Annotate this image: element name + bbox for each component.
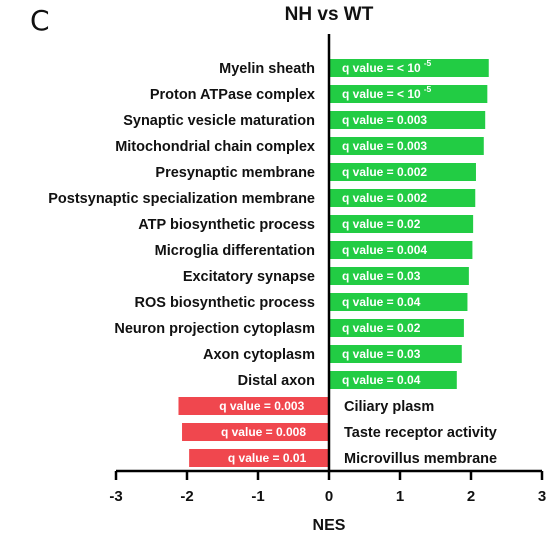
- category-label: Mitochondrial chain complex: [115, 139, 315, 155]
- category-label: Myelin sheath: [219, 61, 315, 77]
- category-labels: Myelin sheath Proton ATPase complex Synapt…: [48, 61, 497, 467]
- bar-15: [189, 449, 329, 467]
- q-value-label: q value = 0.008: [221, 425, 306, 439]
- x-axis: -3 -2 -1 0 1 2 3 NES: [109, 34, 546, 534]
- q-value-label: q value = 0.04: [342, 295, 421, 309]
- category-label: Microvillus membrane: [344, 451, 497, 467]
- x-tick-label: -1: [251, 488, 264, 505]
- bar-5: [330, 189, 476, 207]
- bar-8: [330, 267, 469, 285]
- q-value-label: q value = 0.02: [342, 321, 421, 335]
- bars-layer: q value = < 10 -5 q value = < 10 -5 q value …: [178, 58, 489, 467]
- q-value-label: q value = 0.003: [342, 113, 427, 127]
- bar-10: [330, 319, 464, 337]
- category-label: Neuron projection cytoplasm: [114, 321, 315, 337]
- bar-14: [182, 423, 329, 441]
- category-label: Axon cytoplasm: [203, 347, 315, 363]
- q-value-label: q value = 0.003: [342, 139, 427, 153]
- x-tick-label: 0: [325, 488, 333, 505]
- x-axis-title: NES: [313, 517, 346, 534]
- x-tick-label: 3: [538, 488, 546, 505]
- bar-4: [330, 163, 476, 181]
- bar-9: [330, 293, 468, 311]
- category-label: Postsynaptic specialization membrane: [48, 191, 315, 207]
- bar-7: [330, 241, 473, 259]
- category-label: Taste receptor activity: [344, 425, 497, 441]
- q-value-label: q value = 0.002: [342, 191, 427, 205]
- bar-0: [330, 59, 489, 77]
- category-label: Proton ATPase complex: [150, 87, 315, 103]
- bar-2: [330, 111, 486, 129]
- bar-13: [178, 397, 329, 415]
- bar-1: [330, 85, 488, 103]
- q-value-label: q value = 0.04: [342, 373, 421, 387]
- bar-12: [330, 371, 457, 389]
- category-label: Ciliary plasm: [344, 399, 434, 415]
- category-label: Excitatory synapse: [183, 269, 315, 285]
- panel-letter: C: [30, 4, 50, 37]
- q-value-label: q value = 0.004: [342, 243, 427, 257]
- bar-3: [330, 137, 484, 155]
- q-value-label: q value = 0.002: [342, 165, 427, 179]
- category-label: ATP biosynthetic process: [138, 217, 315, 233]
- x-tick-label: -3: [109, 488, 122, 505]
- x-tick-label: 2: [467, 488, 475, 505]
- category-label: Microglia differentation: [155, 243, 315, 259]
- category-label: Distal axon: [238, 373, 315, 389]
- q-value-label: q value = < 10 -5: [342, 58, 432, 75]
- q-value-label: q value = 0.01: [228, 451, 307, 465]
- chart-title: NH vs WT: [284, 4, 374, 25]
- bar-6: [330, 215, 474, 233]
- q-value-label: q value = 0.03: [342, 269, 421, 283]
- category-label: Presynaptic membrane: [155, 165, 315, 181]
- q-value-label: q value = 0.02: [342, 217, 421, 231]
- x-tick-label: -2: [180, 488, 193, 505]
- q-value-label: q value = 0.003: [219, 399, 304, 413]
- x-tick-label: 1: [396, 488, 404, 505]
- category-label: ROS biosynthetic process: [135, 295, 316, 311]
- bar-11: [330, 345, 462, 363]
- category-label: Synaptic vesicle maturation: [123, 113, 315, 129]
- q-value-label: q value = 0.03: [342, 347, 421, 361]
- q-value-label: q value = < 10 -5: [342, 84, 432, 101]
